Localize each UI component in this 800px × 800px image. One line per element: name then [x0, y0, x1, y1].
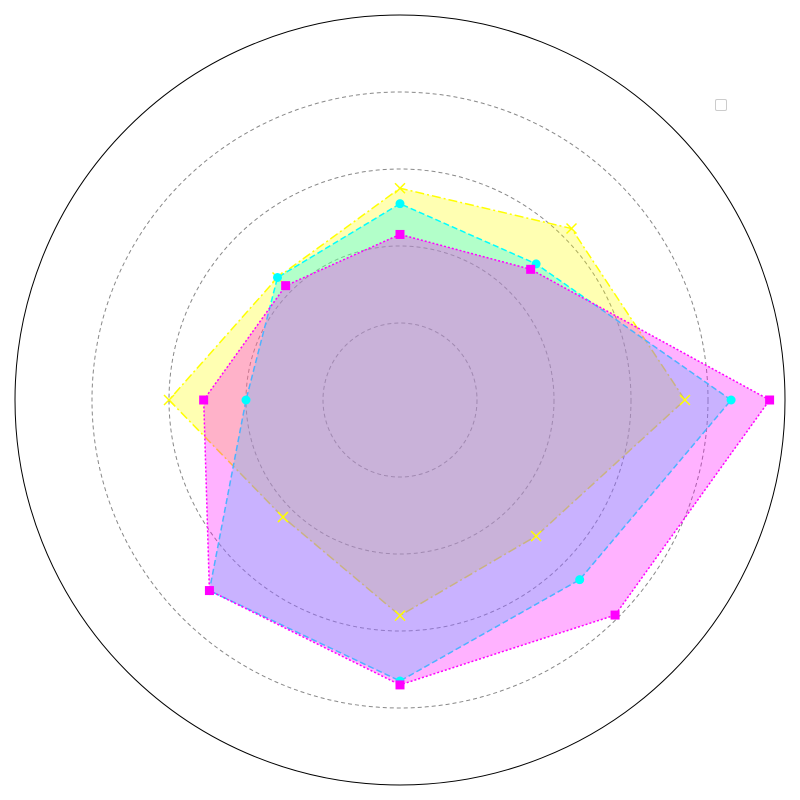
series-layer	[167, 187, 771, 686]
legend	[715, 99, 727, 111]
series-1-point-8-stroke-2	[530, 530, 542, 542]
series-2-line	[208, 202, 733, 682]
series-2-point-3	[395, 199, 405, 209]
series-1-point-5	[163, 394, 175, 406]
series-1-point-1-stroke-2	[679, 394, 691, 406]
series-3-point-5	[199, 395, 209, 405]
series-2-area	[209, 203, 732, 681]
series-1-point-3-stroke-2	[394, 182, 406, 194]
series-2-point-5	[241, 395, 251, 405]
series-2-point-1	[726, 395, 736, 405]
grid-ring-3	[168, 168, 632, 632]
series-3-point-2	[526, 264, 536, 274]
series-1-point-5-stroke-2	[163, 394, 175, 406]
series-1-point-3	[394, 182, 406, 194]
series-1-point-1	[679, 394, 691, 406]
series-1-point-6-stroke-2	[277, 511, 289, 523]
series-1-point-7-stroke-2	[394, 610, 406, 622]
series-3-area	[203, 234, 770, 685]
series-3-point-8	[610, 610, 620, 620]
grid-ring-1	[322, 322, 478, 478]
series-3-point-3	[395, 229, 405, 239]
marker-layer	[163, 182, 775, 690]
grid-ring-4	[91, 91, 709, 709]
series-1-point-6	[277, 511, 289, 523]
series-2-point-8	[575, 575, 585, 585]
series-1-point-2-stroke-2	[565, 222, 578, 235]
series-1-point-2	[565, 222, 578, 235]
series-3-point-7	[395, 680, 405, 690]
series-3-point-1	[765, 395, 775, 405]
series-2-point-4	[272, 272, 282, 282]
series-3-point-6	[204, 586, 214, 596]
outer-frame	[14, 14, 786, 786]
series-1-point-8	[530, 530, 542, 542]
series-1-area	[169, 188, 685, 616]
series-3-point-4	[281, 281, 291, 291]
series-1-point-7	[394, 610, 406, 622]
